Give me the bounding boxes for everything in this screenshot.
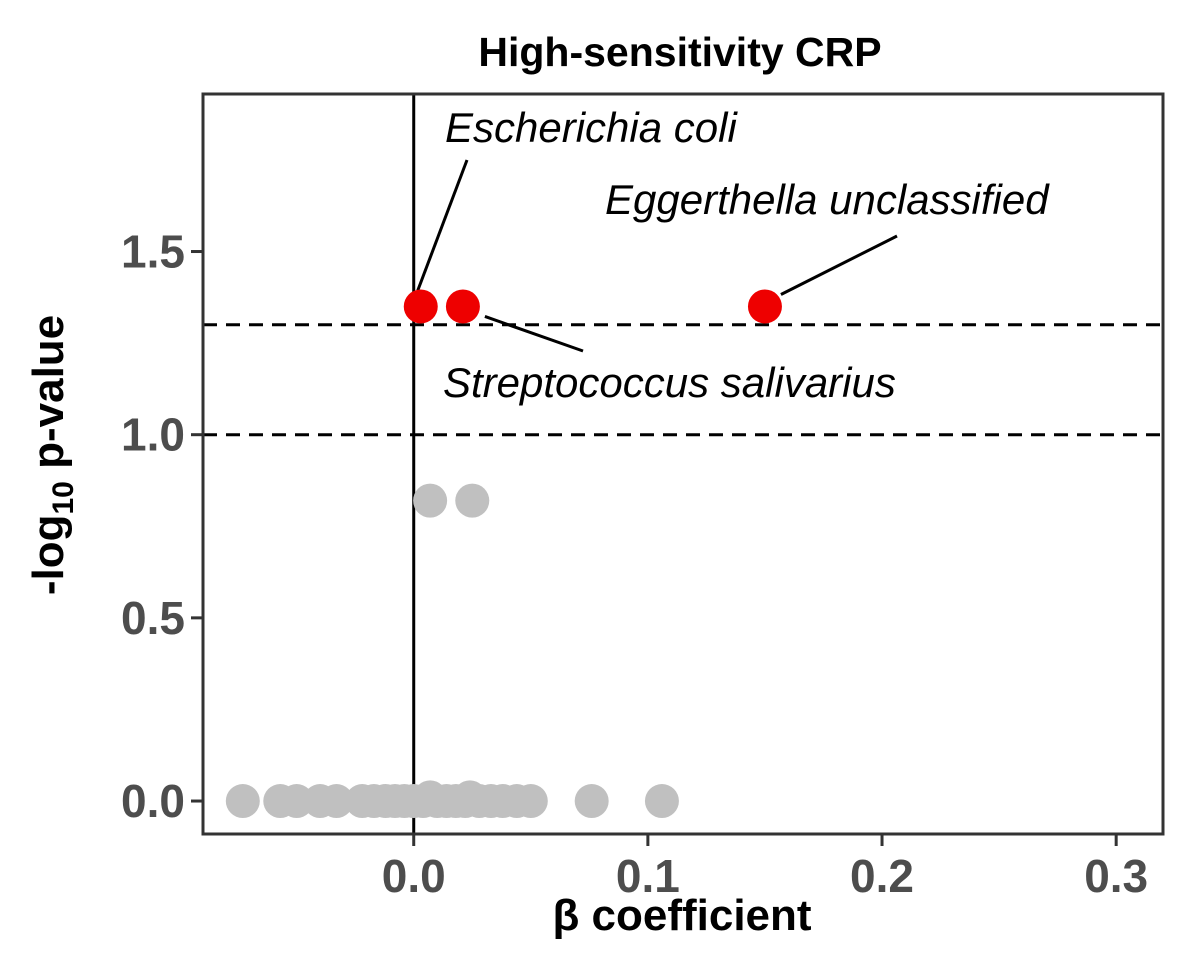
leader-line-0 [416,159,469,292]
y-tick-label-2: 1.0 [121,409,185,461]
nonsignificant-points [225,483,679,819]
leader-line-2 [484,315,584,353]
x-tick-labels: 0.0 0.1 0.2 0.3 [382,850,1148,902]
x-tick-label-3: 0.3 [1084,850,1148,902]
point-nonsignificant-2 [225,784,260,819]
leader-line-1 [780,234,898,296]
y-axis-label: -log10 p-value [24,315,80,595]
point-nonsignificant-25 [574,784,609,819]
y-axis-label-prefix: -log [24,515,73,596]
significant-points [403,289,782,324]
point-significant-0 [403,289,438,324]
label-eggerthella-unclassified: Eggerthella unclassified [605,176,1050,223]
y-axis-label-suffix: p-value [24,315,73,481]
y-tick-label-3: 1.5 [121,226,185,278]
axis-ticks [191,250,1118,846]
point-nonsignificant-26 [644,784,679,819]
point-nonsignificant-6 [319,784,354,819]
label-streptococcus-salivarius: Streptococcus salivarius [443,359,896,406]
label-escherichia-coli: Escherichia coli [445,104,738,151]
plot-panel-border [201,92,1165,836]
point-nonsignificant-0 [413,483,448,518]
point-nonsignificant-1 [455,483,490,518]
chart-title: High-sensitivity CRP [478,29,881,75]
point-nonsignificant-4 [279,784,314,819]
y-tick-labels: 0.0 0.5 1.0 1.5 [121,226,185,828]
point-significant-1 [445,289,480,324]
point-nonsignificant-24 [513,784,548,819]
x-tick-label-0: 0.0 [382,850,446,902]
y-tick-label-1: 0.5 [121,592,185,644]
point-significant-2 [747,289,782,324]
y-axis-label-subscript: 10 [47,481,80,514]
x-axis-label: β coefficient [552,891,811,940]
x-tick-label-1: 0.1 [616,850,680,902]
label-leader-lines [416,159,898,353]
x-tick-label-2: 0.2 [850,850,914,902]
y-tick-label-0: 0.0 [121,775,185,827]
